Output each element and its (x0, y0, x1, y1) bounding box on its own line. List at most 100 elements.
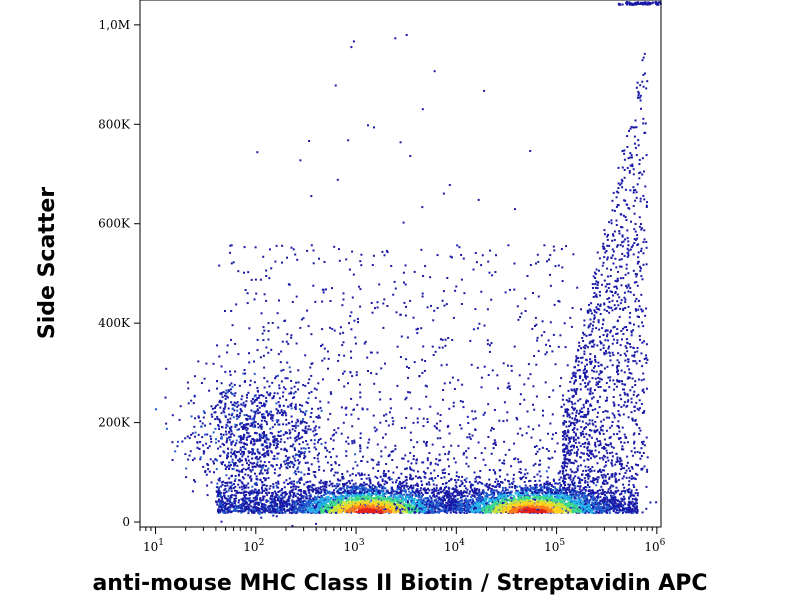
event-dot (315, 487, 318, 490)
event-dot (504, 500, 507, 503)
event-dot (335, 509, 337, 512)
event-dot (312, 487, 315, 490)
event-dot (334, 502, 337, 505)
event-dot (379, 504, 382, 507)
event-dot (558, 507, 561, 510)
event-dot (308, 507, 311, 509)
event-dot (591, 498, 594, 501)
event-dot (439, 497, 442, 500)
event-dot (600, 492, 603, 495)
event-dot (429, 500, 432, 503)
event-dot (632, 484, 635, 487)
event-dot (359, 503, 362, 506)
event-dot (285, 501, 288, 503)
event-dot (538, 501, 541, 504)
event-dot (615, 499, 617, 502)
event-dot (351, 504, 354, 507)
event-dot (410, 504, 413, 507)
event-dot (584, 500, 587, 502)
event-dot (261, 511, 264, 514)
event-dot (218, 498, 220, 501)
event-dot (536, 511, 539, 514)
event-dot (443, 488, 446, 491)
event-dot (452, 511, 455, 514)
event-dot (422, 488, 425, 490)
event-dot (542, 500, 545, 503)
event-dot (445, 493, 448, 496)
event-dot (406, 509, 409, 512)
event-dot (381, 506, 384, 509)
event-dot (361, 502, 364, 505)
event-dot (549, 488, 552, 491)
event-dot (407, 488, 410, 490)
event-dot (610, 505, 613, 508)
event-dot (479, 501, 482, 504)
event-dot (578, 509, 581, 512)
event-dot (292, 488, 295, 491)
event-dot (581, 502, 584, 505)
event-dot (434, 503, 437, 506)
event-dot (247, 512, 250, 515)
event-dot (350, 493, 353, 496)
event-dot (553, 498, 556, 501)
event-dot (334, 511, 337, 513)
event-dot (302, 509, 305, 512)
event-dot (498, 508, 501, 511)
event-dot (370, 485, 373, 488)
event-dot (308, 491, 311, 494)
event-dot (424, 492, 427, 494)
event-dot (242, 510, 245, 513)
event-dot (279, 508, 282, 511)
event-dot (240, 508, 243, 511)
event-dot (367, 506, 370, 509)
event-dot (320, 504, 323, 507)
event-dot (351, 487, 354, 490)
event-dot (295, 499, 298, 502)
event-dot (410, 491, 413, 494)
event-dot (585, 498, 588, 501)
event-dot (411, 494, 414, 497)
event-dot (285, 479, 288, 482)
event-dot (392, 496, 395, 499)
event-dot (246, 497, 249, 500)
event-dot (369, 509, 372, 512)
event-dot (500, 491, 503, 494)
event-dot (457, 478, 460, 481)
event-dot (315, 511, 318, 513)
event-dot (330, 500, 333, 503)
event-dot (360, 487, 363, 490)
event-dot (254, 507, 257, 510)
event-dot (434, 498, 437, 501)
event-dot (463, 512, 466, 514)
event-dot (456, 489, 459, 492)
event-dot (522, 475, 525, 478)
event-dot (451, 497, 454, 500)
event-dot (373, 500, 376, 503)
event-dot (605, 511, 608, 513)
event-dot (361, 473, 363, 476)
event-dot (618, 511, 621, 513)
event-dot (369, 493, 372, 496)
event-dot (574, 500, 577, 503)
event-dot (636, 494, 639, 497)
event-dot (343, 495, 346, 498)
event-dot (433, 495, 436, 498)
event-dot (361, 490, 363, 493)
event-dot (312, 484, 315, 487)
event-dot (613, 493, 616, 496)
event-dot (364, 487, 367, 490)
event-dot (310, 503, 313, 506)
event-dot (578, 494, 581, 497)
event-dot (337, 504, 340, 507)
event-dot (258, 511, 261, 514)
event-dot (289, 492, 291, 495)
event-dot (394, 490, 397, 493)
event-dot (397, 506, 400, 509)
event-dot (477, 496, 480, 499)
event-dot (614, 502, 617, 505)
event-dot (361, 504, 364, 507)
event-dot (421, 503, 424, 506)
event-dot (291, 499, 294, 502)
event-dot (608, 476, 611, 479)
event-dot (402, 503, 405, 506)
